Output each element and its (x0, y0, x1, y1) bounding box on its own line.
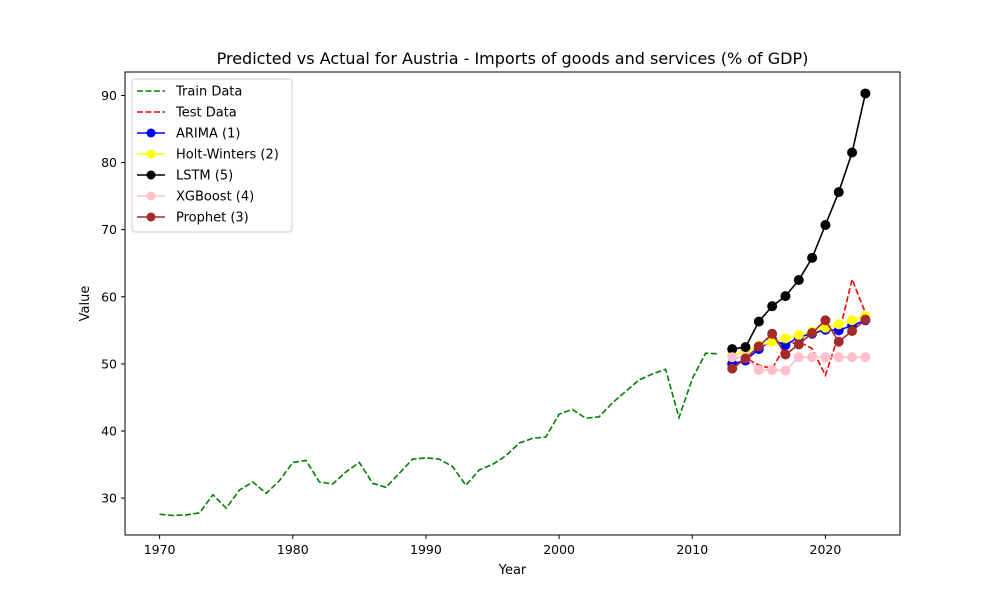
data-point (820, 219, 831, 230)
series-lstm-5 (727, 88, 871, 355)
data-point (820, 352, 831, 363)
data-point (807, 252, 818, 263)
data-point (847, 352, 858, 363)
x-tick-label: 2010 (676, 542, 708, 557)
data-point (780, 291, 791, 302)
legend-marker (146, 191, 156, 201)
chart-title: Predicted vs Actual for Austria - Import… (217, 49, 809, 68)
data-point (807, 328, 818, 339)
data-point (740, 342, 751, 353)
data-point (860, 88, 871, 99)
legend-label: Prophet (3) (176, 211, 249, 226)
legend-marker (146, 170, 156, 180)
data-point (753, 316, 764, 327)
data-point (793, 352, 804, 363)
data-point (847, 147, 858, 158)
legend-label: XGBoost (4) (176, 190, 254, 205)
data-point (780, 333, 791, 344)
data-point (833, 187, 844, 198)
legend-box (131, 78, 293, 233)
legend-item-arima-1: ARIMA (1) (137, 127, 240, 142)
series-line-lstm-5 (732, 93, 867, 350)
data-point (727, 363, 738, 374)
x-tick-label: 1970 (144, 542, 176, 557)
series-line-train-data (159, 352, 719, 517)
y-tick-label: 60 (101, 289, 117, 304)
data-point (807, 352, 818, 363)
legend-item-prophet-3: Prophet (3) (137, 211, 249, 226)
legend-marker (146, 212, 156, 222)
legend-label: Test Data (175, 106, 237, 121)
data-point (793, 339, 804, 350)
series-layer (159, 88, 871, 517)
data-point (833, 352, 844, 363)
y-tick-label: 80 (101, 155, 117, 170)
data-point (767, 364, 778, 375)
legend-item-train-data: Train Data (137, 85, 242, 100)
x-axis-label: Year (498, 563, 527, 578)
data-point (753, 364, 764, 375)
data-point (727, 352, 738, 363)
y-axis-label: Value (78, 286, 93, 322)
legend-label: ARIMA (1) (176, 127, 240, 142)
x-tick-label: 1990 (410, 542, 442, 557)
y-tick-label: 90 (101, 88, 117, 103)
legend-label: Holt-Winters (2) (176, 148, 279, 163)
legend-item-test-data: Test Data (137, 106, 237, 121)
legend-label: LSTM (5) (176, 169, 233, 184)
series-train-data (159, 352, 719, 517)
data-point (780, 365, 791, 376)
data-point (847, 315, 858, 326)
data-point (753, 341, 764, 352)
series-prophet-3 (727, 314, 871, 374)
data-point (820, 315, 831, 326)
data-point (847, 326, 858, 337)
data-point (767, 328, 778, 339)
data-point (860, 314, 871, 325)
x-axis: 1970 1980 1990 2000 2010 2020 (144, 535, 842, 557)
y-tick-label: 30 (101, 491, 117, 506)
y-axis: 30 40 50 60 70 80 90 (101, 88, 125, 506)
y-tick-label: 50 (101, 356, 117, 371)
legend-marker (146, 149, 156, 159)
legend: Train Data Test Data ARIMA (1) Holt-Winters… (131, 78, 293, 233)
data-point (833, 336, 844, 347)
data-point (793, 330, 804, 341)
legend-item-xgboost-4: XGBoost (4) (137, 190, 254, 205)
data-point (860, 352, 871, 363)
data-point (833, 319, 844, 330)
y-tick-label: 40 (101, 423, 117, 438)
y-tick-label: 70 (101, 222, 117, 237)
data-point (793, 275, 804, 286)
legend-item-lstm-5: LSTM (5) (137, 169, 233, 184)
data-point (780, 349, 791, 360)
legend-label: Train Data (175, 85, 242, 100)
series-line-test-data (732, 276, 867, 378)
data-point (767, 301, 778, 312)
x-tick-label: 2000 (543, 542, 575, 557)
plot-area (124, 71, 901, 536)
series-test-data (732, 276, 867, 378)
x-tick-label: 1980 (277, 542, 309, 557)
data-point (740, 353, 751, 364)
legend-marker (146, 128, 156, 138)
legend-item-holt-winters-2: Holt-Winters (2) (137, 148, 279, 163)
x-tick-label: 2020 (810, 542, 842, 557)
